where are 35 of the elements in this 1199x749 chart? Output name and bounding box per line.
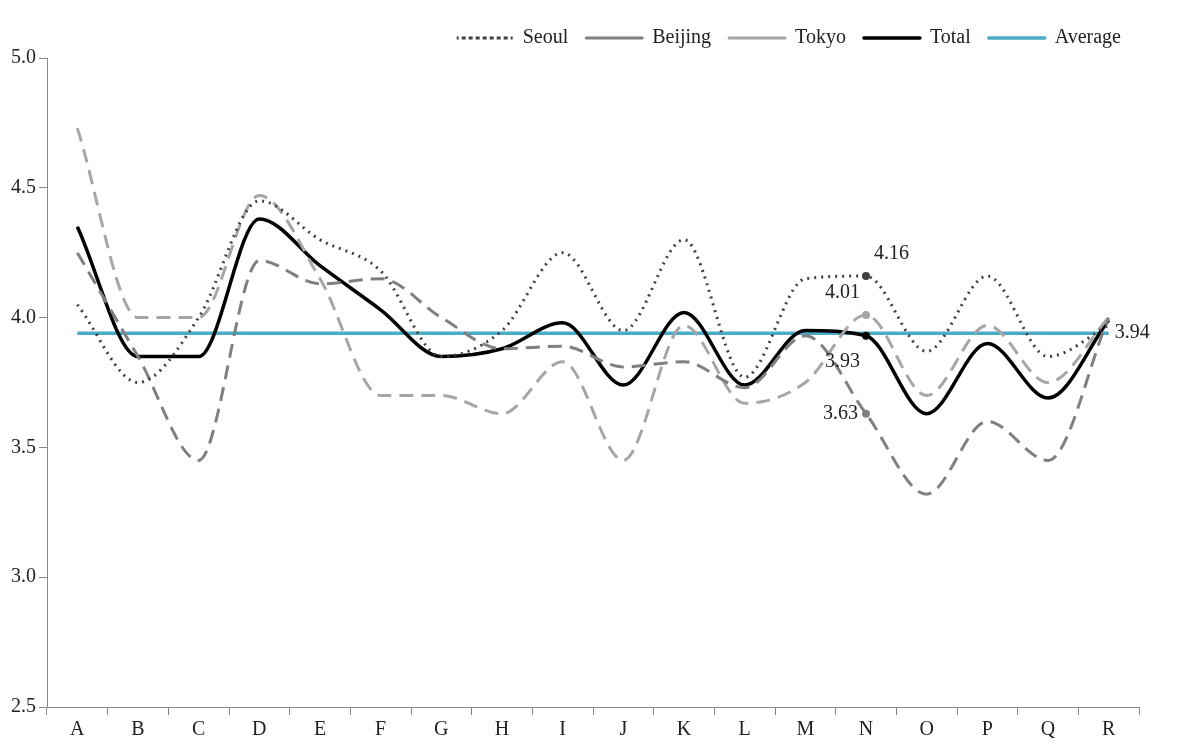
y-tick-label: 4.5 bbox=[11, 175, 36, 198]
data-label: 4.01 bbox=[825, 280, 860, 303]
x-tick-label: R bbox=[1101, 717, 1116, 740]
x-tick-label: L bbox=[738, 717, 751, 740]
legend-label: Tokyo bbox=[795, 25, 846, 49]
x-tick-label: A bbox=[70, 717, 86, 740]
x-tick-label: H bbox=[494, 717, 510, 740]
y-tick-label: 3.5 bbox=[11, 434, 36, 457]
y-tick-label: 3.0 bbox=[11, 564, 36, 587]
x-tick-label: F bbox=[375, 717, 387, 740]
legend-label: Total bbox=[929, 25, 972, 48]
y-tick-label: 5.0 bbox=[11, 45, 36, 68]
x-tick-label: M bbox=[796, 717, 815, 740]
data-label: 3.63 bbox=[823, 400, 858, 423]
x-tick-label: K bbox=[676, 717, 692, 740]
line-series bbox=[75, 199, 1111, 384]
y-tick-label: 4.0 bbox=[11, 304, 36, 327]
legend-label: Seoul bbox=[522, 25, 569, 48]
x-tick-label: G bbox=[434, 717, 449, 740]
x-tick-label: I bbox=[559, 717, 566, 740]
data-label: 3.93 bbox=[825, 349, 860, 372]
x-tick-label: D bbox=[252, 717, 267, 740]
x-tick-label: J bbox=[619, 717, 628, 740]
legend-label: Beijing bbox=[652, 25, 712, 49]
data-label: 4.16 bbox=[874, 241, 909, 264]
x-tick-label: C bbox=[191, 717, 206, 740]
x-tick-label: P bbox=[981, 717, 993, 740]
x-tick-label: B bbox=[131, 717, 145, 740]
x-tick-label: N bbox=[858, 717, 874, 740]
x-tick-label: Q bbox=[1040, 717, 1056, 740]
x-tick-label: O bbox=[919, 717, 934, 740]
data-label: 3.94 bbox=[1114, 320, 1150, 343]
y-tick-label: 2.5 bbox=[11, 694, 36, 717]
legend-label: Average bbox=[1054, 25, 1122, 49]
x-tick-label: E bbox=[313, 717, 327, 740]
